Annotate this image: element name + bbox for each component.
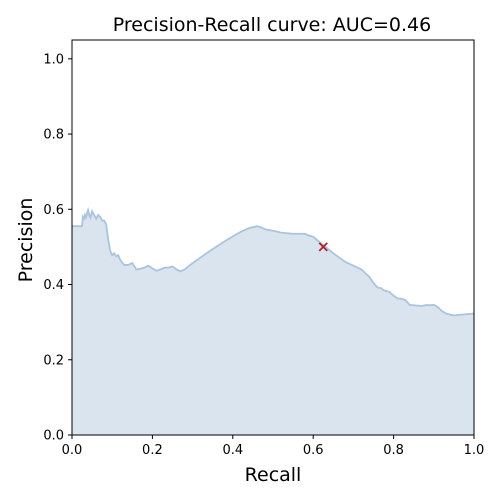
y-tick-label: 1.0 bbox=[43, 52, 64, 67]
x-tick-label: 0.4 bbox=[222, 443, 243, 458]
chart-title: Precision-Recall curve: AUC=0.46 bbox=[113, 14, 431, 36]
pr-area bbox=[72, 210, 474, 435]
y-tick-label: 0.6 bbox=[43, 203, 64, 218]
x-axis: 0.0 0.2 0.4 0.6 0.8 1.0 bbox=[62, 435, 485, 458]
x-tick-label: 0.2 bbox=[142, 443, 163, 458]
y-tick-label: 0.0 bbox=[43, 429, 64, 444]
x-axis-label: Recall bbox=[245, 464, 302, 486]
x-tick-label: 0.6 bbox=[303, 443, 324, 458]
y-tick-label: 0.2 bbox=[43, 353, 64, 368]
y-axis: 0.0 0.2 0.4 0.6 0.8 1.0 bbox=[43, 52, 72, 444]
x-tick-label: 0.0 bbox=[62, 443, 83, 458]
y-axis-label: Precision bbox=[15, 198, 37, 283]
pr-curve-line bbox=[72, 206, 475, 317]
y-tick-label: 0.4 bbox=[43, 278, 64, 293]
plot-area bbox=[71, 39, 475, 436]
y-tick-label: 0.8 bbox=[43, 128, 64, 143]
x-tick-label: 1.0 bbox=[464, 443, 485, 458]
operating-point-marker bbox=[318, 242, 328, 252]
plot-frame bbox=[71, 39, 475, 436]
x-tick-label: 0.8 bbox=[383, 443, 404, 458]
